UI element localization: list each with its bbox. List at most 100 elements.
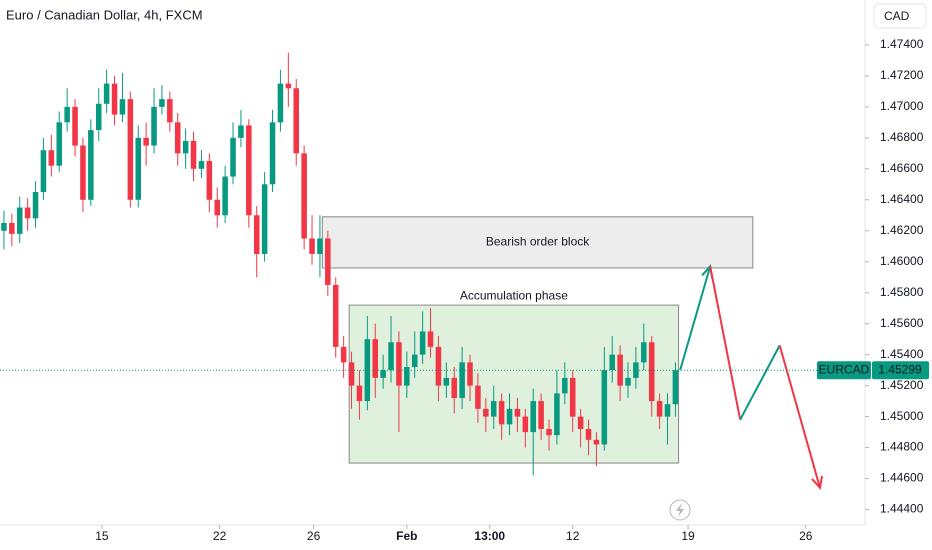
candle-body (214, 199, 221, 216)
candle-body (72, 106, 78, 146)
candle-body (569, 377, 576, 417)
candle-body (467, 362, 473, 386)
candle-body (40, 150, 47, 193)
currency-button[interactable] (873, 3, 927, 29)
candle-body (364, 339, 371, 402)
candle-body (285, 83, 292, 89)
candle-body (490, 401, 497, 417)
candle-body (435, 346, 442, 386)
candle-body (483, 408, 489, 417)
y-tick-label: 1.46000 (880, 254, 924, 268)
candle-body (127, 99, 134, 200)
arrow-head (811, 475, 824, 491)
candle-body (174, 122, 181, 154)
candle-body (309, 238, 315, 254)
y-tick-label: 1.45400 (880, 347, 924, 361)
candle-body (617, 354, 623, 386)
candle-body (301, 153, 307, 239)
candle-body (356, 385, 363, 402)
candle-body (238, 125, 244, 138)
candle-body (95, 103, 102, 131)
candle-body (325, 238, 331, 285)
y-tick-label: 1.46800 (880, 130, 924, 144)
y-tick-label: 1.44800 (880, 440, 924, 454)
candle-body (498, 401, 505, 425)
candle-body (411, 354, 418, 368)
candle-body (451, 377, 457, 399)
candle-body (261, 184, 268, 254)
candle-body (554, 393, 560, 436)
candle-body (135, 137, 142, 200)
candle-body (514, 408, 521, 417)
candle-body (459, 362, 465, 399)
candle-body (577, 416, 584, 429)
candle-body (609, 354, 615, 371)
chart-title: Euro / Canadian Dollar, 4h, FXCM (6, 7, 203, 22)
candle-body (198, 161, 205, 169)
candle-body (427, 331, 434, 347)
candle-body (585, 428, 592, 440)
candle-body (206, 161, 213, 200)
candle-body (317, 238, 323, 254)
candle-body (443, 377, 450, 386)
projection-segment (679, 266, 712, 371)
y-tick-label: 1.45200 (880, 378, 924, 392)
y-tick-label: 1.46400 (880, 192, 924, 206)
candle-body (222, 176, 228, 216)
candle-body (396, 342, 402, 386)
candle-body (9, 223, 15, 234)
candle-body (340, 346, 347, 363)
candle-body (664, 404, 671, 417)
candle-body (656, 401, 663, 417)
y-tick-label: 1.44400 (880, 502, 924, 516)
candle-body (111, 83, 118, 115)
price-badge (872, 361, 929, 380)
candle-body (151, 106, 157, 146)
projection-segment (709, 266, 742, 420)
price-label: 1.45299 (878, 362, 922, 376)
x-tick-label: 19 (681, 529, 695, 543)
candle-body (143, 137, 149, 146)
candle-body (419, 331, 426, 355)
candle-body (159, 99, 165, 107)
candle-body (522, 416, 529, 433)
candle-body (64, 106, 70, 123)
candle-body (672, 370, 679, 405)
x-tick-label: 22 (213, 529, 227, 543)
x-tick-label: 26 (307, 529, 321, 543)
x-tick-label: 13:00 (474, 529, 505, 543)
zone-label: Accumulation phase (460, 288, 568, 302)
candle-body (24, 207, 31, 219)
zone-box (321, 216, 754, 269)
replay-icon[interactable] (669, 499, 691, 521)
candle-body (246, 125, 252, 216)
symbol-badge (817, 361, 871, 380)
candle-body (530, 401, 536, 433)
candle-body (506, 408, 513, 425)
candle-body (32, 192, 39, 219)
y-tick-label: 1.45800 (880, 285, 924, 299)
candle-body (293, 88, 299, 154)
y-tick-label: 1.44600 (880, 471, 924, 485)
candle-body (1, 223, 7, 231)
candle-body (253, 215, 260, 254)
candle-body (641, 342, 647, 363)
x-tick-label: 15 (95, 529, 109, 543)
candle-body (562, 377, 568, 394)
projection-segment (778, 345, 821, 489)
candle-body (380, 370, 386, 378)
candle-body (56, 122, 63, 166)
candle-body (80, 145, 86, 200)
zone-label: Bearish order block (486, 235, 590, 249)
candle-body (348, 362, 355, 386)
candle-body (538, 401, 544, 429)
candle-body (167, 99, 173, 123)
x-tick-label: 26 (799, 529, 813, 543)
currency-label[interactable]: CAD (884, 9, 910, 23)
x-tick-label: Feb (396, 529, 417, 543)
candle-body (546, 428, 552, 436)
y-tick-label: 1.45000 (880, 409, 924, 423)
candle-body (230, 137, 236, 177)
candle-body (625, 377, 631, 386)
